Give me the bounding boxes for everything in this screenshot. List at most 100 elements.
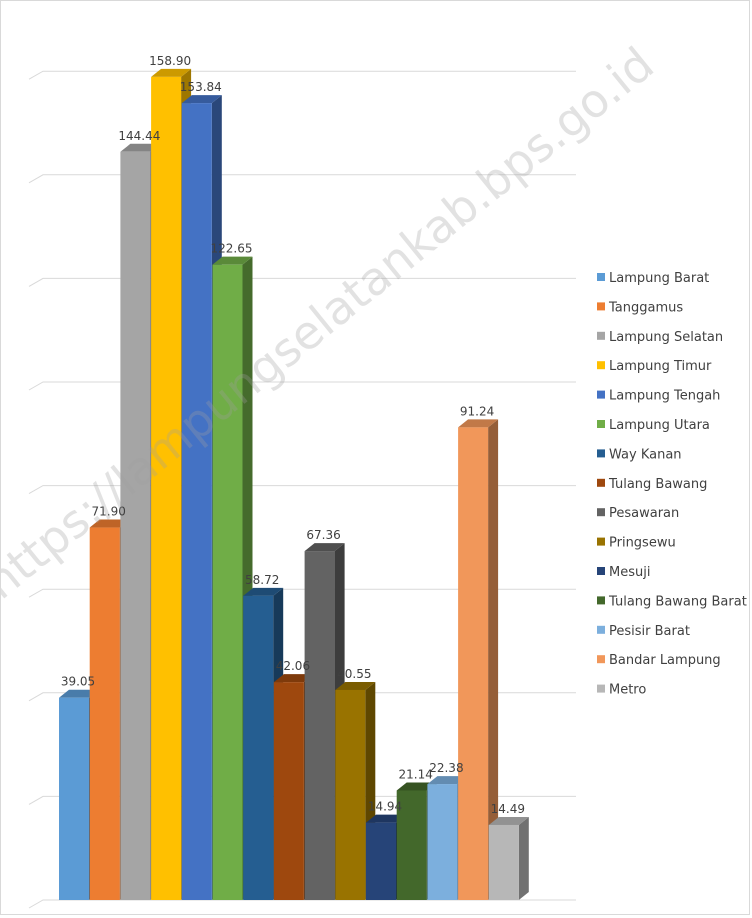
legend-swatch xyxy=(597,567,605,575)
data-label: 158.90 xyxy=(149,54,191,68)
legend-item: Lampung Utara xyxy=(597,418,710,433)
legend-item: Tulang Bawang xyxy=(597,477,707,492)
bar xyxy=(335,681,376,900)
data-label: 91.24 xyxy=(460,404,494,418)
legend-swatch xyxy=(597,625,605,634)
legend-label: Lampung Utara xyxy=(609,418,710,433)
legend-swatch xyxy=(597,478,605,487)
bar-front xyxy=(427,784,458,900)
legend-label: Tanggamus xyxy=(608,300,683,315)
data-label: 22.38 xyxy=(429,761,463,775)
legend-label: Lampung Selatan xyxy=(609,330,723,345)
data-label: 42.06 xyxy=(276,659,310,673)
legend-swatch xyxy=(597,420,605,428)
bar-top xyxy=(273,674,314,683)
legend-item: Lampung Selatan xyxy=(597,330,723,345)
legend-swatch xyxy=(597,331,605,340)
bar-front xyxy=(458,427,489,900)
legend-item: Metro xyxy=(597,683,646,698)
legend-swatch xyxy=(597,655,605,664)
gridline xyxy=(28,174,576,184)
bar-top xyxy=(181,95,222,104)
legend-swatch xyxy=(597,684,605,693)
bar-top xyxy=(59,689,99,698)
legend-item: Mesuji xyxy=(597,565,650,580)
gridlines xyxy=(28,70,576,909)
value-labels: 39.05 71.90 144.44 158.90 153.84 122.65 58.72 4… xyxy=(61,54,525,816)
bar-front xyxy=(366,822,396,900)
legend-item: Tulang Bawang Barat xyxy=(597,594,747,609)
legend: Lampung Barat Tanggamus Lampung Selatan Lam… xyxy=(597,271,747,698)
legend-label: Lampung Timur xyxy=(609,359,712,374)
data-label: 39.05 xyxy=(61,675,95,689)
legend-label: Way Kanan xyxy=(609,447,682,462)
data-label: 67.36 xyxy=(306,528,340,542)
bar-front xyxy=(335,689,366,900)
gridline xyxy=(28,692,576,702)
bar-top xyxy=(151,68,192,77)
legend-label: Pringsewu xyxy=(609,536,676,551)
legend-swatch xyxy=(597,273,605,281)
bar-front xyxy=(151,76,182,900)
bar-top xyxy=(243,587,284,596)
bar-front xyxy=(89,527,120,900)
legend-swatch xyxy=(597,361,605,370)
data-label: 14.94 xyxy=(368,800,402,814)
legend-item: Lampung Timur xyxy=(597,359,712,374)
data-label: 40.55 xyxy=(337,667,371,681)
legend-label: Lampung Barat xyxy=(609,271,709,286)
bar-front xyxy=(120,151,151,901)
data-label: 14.49 xyxy=(491,802,525,816)
legend-label: Pesawaran xyxy=(609,506,679,521)
watermark: https://lampungselatankab.bps.go.id xyxy=(1,36,664,609)
bar-front xyxy=(396,790,427,900)
bar-front xyxy=(304,551,335,900)
legend-swatch xyxy=(597,302,605,311)
bar-top xyxy=(366,814,406,823)
gridline xyxy=(28,277,576,287)
legend-swatch xyxy=(597,508,605,517)
legend-label: Pesisir Barat xyxy=(609,624,690,639)
bar-top xyxy=(488,816,529,825)
legend-item: Lampung Tengah xyxy=(597,389,720,404)
legend-item: Pesawaran xyxy=(597,506,679,521)
bar xyxy=(488,816,529,900)
data-label: 153.84 xyxy=(180,80,222,94)
bar xyxy=(458,419,499,900)
legend-label: Lampung Tengah xyxy=(609,389,720,404)
bar-top xyxy=(304,543,345,552)
gridline xyxy=(28,588,576,598)
legend-swatch xyxy=(597,537,605,546)
bar-top xyxy=(335,681,376,690)
legend-label: Metro xyxy=(609,683,646,698)
bar-front xyxy=(181,103,212,900)
bar-side xyxy=(488,419,499,900)
bar-top xyxy=(396,782,437,791)
gridline xyxy=(28,381,576,391)
gridline xyxy=(28,70,576,80)
bar-top xyxy=(89,519,130,528)
bar-side xyxy=(518,816,529,900)
data-label: 144.44 xyxy=(118,129,160,143)
legend-label: Mesuji xyxy=(609,565,650,580)
data-label: 122.65 xyxy=(211,242,253,256)
bar-front xyxy=(59,697,89,900)
bar-front xyxy=(212,264,243,901)
gridline xyxy=(28,485,576,495)
bar-top xyxy=(427,776,468,785)
legend-item: Lampung Barat xyxy=(597,271,709,286)
bar-top xyxy=(212,256,253,265)
bar xyxy=(212,256,253,901)
bar-top xyxy=(120,143,161,152)
legend-swatch xyxy=(597,449,605,458)
bar-top xyxy=(458,419,499,428)
bar-front xyxy=(488,824,519,900)
data-label: 71.90 xyxy=(92,505,126,519)
legend-label: Tulang Bawang Barat xyxy=(608,594,747,609)
legend-item: Pesisir Barat xyxy=(597,624,690,639)
legend-label: Tulang Bawang xyxy=(608,477,707,492)
legend-item: Way Kanan xyxy=(597,447,682,462)
legend-item: Pringsewu xyxy=(597,536,676,551)
